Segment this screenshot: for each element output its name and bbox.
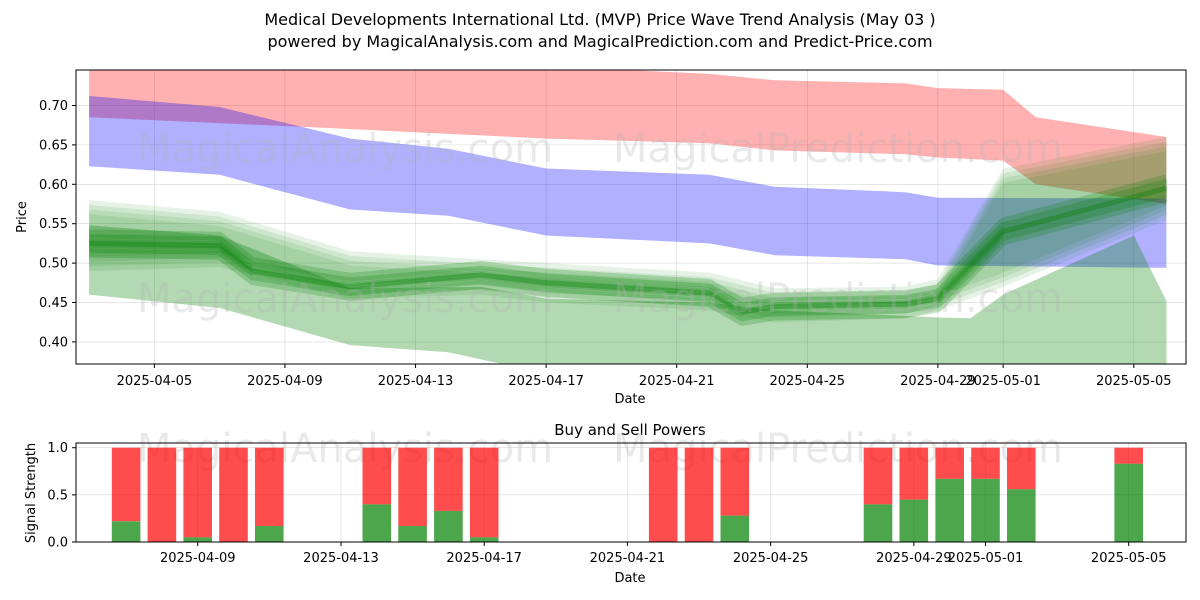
buy-sell-y-tick-label: 0.5 [47, 488, 68, 503]
price-x-tick-label: 2025-04-29 [900, 374, 976, 389]
buy-bar [434, 510, 463, 542]
sell-bar [111, 447, 141, 522]
price-x-tick-label: 2025-04-17 [508, 374, 584, 389]
price-x-tick-label: 2025-04-13 [378, 374, 454, 389]
green-wave-layer [89, 137, 1167, 323]
price-y-tick-label: 0.50 [39, 257, 68, 272]
sell-bar [469, 447, 499, 538]
sell-bar [255, 447, 284, 526]
buy-bar [1007, 489, 1036, 542]
price-wave-panel: MagicalAnalysis.com MagicalPrediction.co… [15, 69, 1187, 407]
buy-bar [362, 504, 392, 542]
sell-bar [863, 447, 893, 505]
watermark-mid-left: MagicalAnalysis.com [137, 276, 553, 322]
watermark-mid-right: MagicalPrediction.com [613, 276, 1063, 322]
green-wave-layer [89, 141, 1167, 318]
price-y-tick-label: 0.55 [39, 217, 68, 232]
buy-bar [720, 515, 750, 542]
green-wave-layer [89, 146, 1167, 313]
price-y-tick-label: 0.70 [39, 99, 68, 114]
wide-green-band [89, 225, 1167, 364]
price-y-tick-label: 0.65 [39, 138, 68, 153]
price-grid [76, 70, 1186, 364]
buy-sell-y-ticks: 0.0 0.5 1.0 [47, 441, 76, 551]
price-x-label: Date [614, 392, 645, 407]
price-x-tick-label: 2025-04-21 [639, 374, 715, 389]
sell-bar [899, 447, 929, 500]
buy-sell-panel: Buy and Sell Powers MagicalAnalysis.com … [24, 421, 1187, 586]
buy-sell-x-label: Date [614, 571, 645, 586]
buy-bar [1114, 463, 1143, 542]
buy-sell-x-tick-label: 2025-04-17 [446, 551, 522, 566]
buy-sell-y-label: Signal Strength [24, 443, 39, 543]
buy-sell-title: Buy and Sell Powers [554, 421, 706, 439]
buy-sell-x-tick-label: 2025-05-05 [1091, 551, 1167, 566]
buy-sell-x-tick-label: 2025-04-25 [733, 551, 809, 566]
chart-title-line1: Medical Developments International Ltd. … [264, 10, 935, 29]
buy-sell-x-tick-label: 2025-05-01 [948, 551, 1024, 566]
price-x-tick-label: 2025-04-09 [247, 374, 323, 389]
green-wave-line [89, 174, 1168, 307]
price-bands [89, 70, 1168, 364]
buy-sell-bars [111, 447, 1143, 542]
sell-bar [183, 447, 212, 538]
blue-trend-band [89, 96, 1167, 268]
price-x-tick-label: 2025-05-05 [1096, 374, 1172, 389]
sell-bar [362, 447, 392, 505]
green-wave-layer [89, 151, 1167, 308]
buy-bar [899, 499, 929, 542]
buy-sell-y-tick-label: 0.0 [47, 536, 68, 551]
green-wave-line [89, 188, 1168, 322]
price-x-ticks: 2025-04-05 2025-04-09 2025-04-13 2025-04-17… [117, 364, 1172, 389]
sell-bar [147, 447, 177, 542]
sell-bar [434, 447, 463, 511]
buy-sell-x-ticks: 2025-04-09 2025-04-13 2025-04-17 2025-04-21… [160, 542, 1167, 566]
price-plot-frame [75, 69, 1187, 365]
sell-bar [720, 447, 750, 516]
buy-sell-x-tick-label: 2025-04-29 [876, 551, 952, 566]
buy-sell-plot-frame [75, 442, 1187, 543]
buy-bar [398, 526, 427, 542]
buy-sell-y-tick-label: 1.0 [47, 441, 68, 456]
chart-title-line2: powered by MagicalAnalysis.com and Magic… [267, 32, 932, 51]
buy-bar [469, 537, 499, 542]
sell-bar [1114, 447, 1143, 464]
buy-bar [183, 537, 212, 542]
watermark-top-right: MagicalPrediction.com [613, 126, 1063, 172]
price-x-tick-label: 2025-05-01 [965, 374, 1041, 389]
green-wave-core [89, 185, 1168, 315]
sell-bar [971, 447, 1000, 479]
sell-bar [1007, 447, 1036, 490]
sell-bar [398, 447, 427, 526]
watermark-top-left: MagicalAnalysis.com [137, 126, 553, 172]
price-y-ticks: 0.40 0.45 0.50 0.55 0.60 0.65 0.70 [39, 99, 76, 350]
price-y-tick-label: 0.60 [39, 178, 68, 193]
green-wave-line [89, 193, 1168, 326]
price-y-tick-label: 0.45 [39, 296, 68, 311]
sell-bar [935, 447, 964, 479]
buy-bar [971, 478, 1000, 542]
price-x-tick-label: 2025-04-05 [117, 374, 193, 389]
price-x-tick-label: 2025-04-25 [770, 374, 846, 389]
sell-bar [648, 447, 678, 542]
sell-bar [219, 447, 248, 542]
buy-sell-x-tick-label: 2025-04-09 [160, 551, 236, 566]
price-y-label: Price [15, 201, 30, 233]
price-y-tick-label: 0.40 [39, 335, 68, 350]
buy-bar [255, 526, 284, 542]
buy-sell-x-tick-label: 2025-04-13 [303, 551, 379, 566]
red-trend-band [89, 70, 1167, 204]
buy-bar [935, 478, 964, 542]
green-wave-line [89, 179, 1168, 312]
buy-bar [863, 504, 893, 542]
sell-bar [684, 447, 714, 542]
buy-sell-x-tick-label: 2025-04-21 [590, 551, 666, 566]
green-wave-line [89, 183, 1168, 317]
buy-bar [111, 521, 141, 542]
